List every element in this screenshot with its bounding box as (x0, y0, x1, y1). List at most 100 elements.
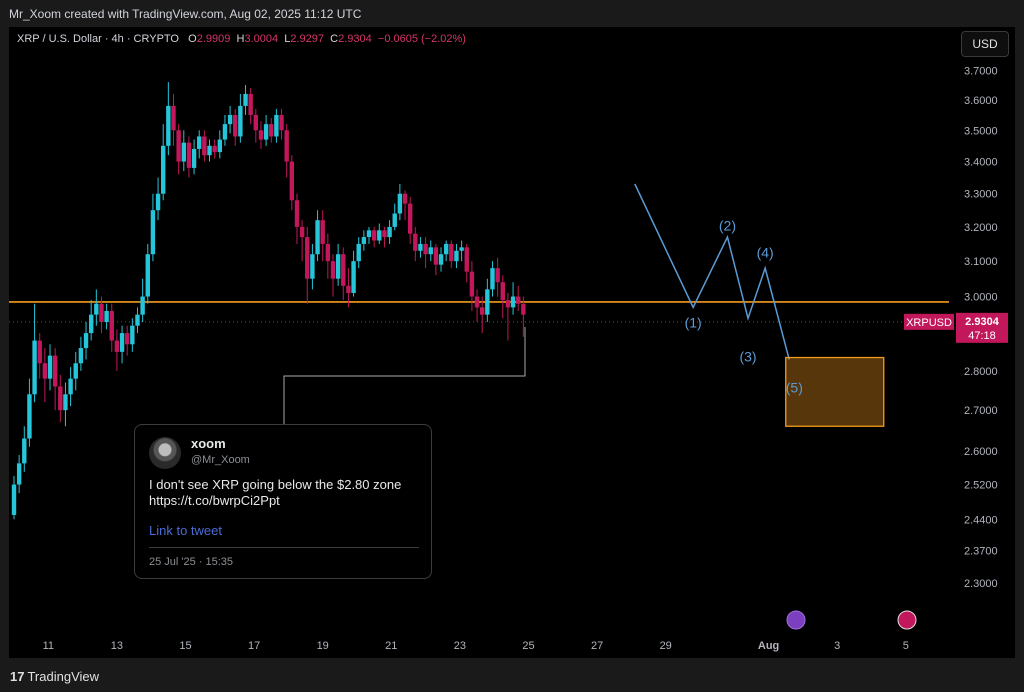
candle (11, 484, 17, 515)
candle (449, 243, 454, 262)
candle (114, 340, 120, 352)
candle (361, 237, 367, 244)
candle (289, 161, 295, 201)
candle (407, 203, 413, 234)
candle (438, 254, 444, 265)
candle (428, 247, 433, 255)
candle (418, 243, 423, 251)
candle (233, 114, 238, 137)
x-tick-label: 5 (903, 640, 909, 652)
x-tick-label: 23 (454, 640, 466, 652)
x-tick-label: 29 (660, 640, 672, 652)
candle (186, 142, 192, 168)
candle (346, 285, 351, 293)
y-tick-label: 2.6000 (964, 446, 998, 458)
candle (387, 226, 392, 238)
candle (202, 136, 207, 156)
candle (423, 243, 428, 255)
us-flag-event-icon[interactable] (897, 610, 917, 630)
candle (294, 200, 300, 227)
logo-text: TradingView (27, 669, 100, 684)
candle (243, 93, 248, 106)
x-tick-label: 17 (248, 640, 260, 652)
candle (171, 105, 176, 131)
y-tick-label: 2.4400 (964, 514, 998, 526)
candle (521, 303, 526, 315)
candle (454, 250, 459, 262)
wave-label: (1) (685, 315, 702, 331)
symbol-legend: XRP / U.S. Dollar · 4h · CRYPTO O2.9909 … (17, 33, 466, 45)
candle (166, 105, 171, 146)
x-tick-label: 15 (179, 640, 191, 652)
y-tick-label: 2.3000 (964, 578, 998, 590)
high-label: H (236, 33, 245, 45)
y-tick-label: 3.3000 (964, 189, 998, 201)
candle (310, 254, 315, 279)
candle (382, 230, 387, 238)
candle (191, 148, 197, 168)
y-tick-label: 2.7000 (964, 405, 998, 417)
y-tick-label: 3.7000 (964, 65, 998, 77)
candle (505, 300, 511, 308)
candle (263, 124, 269, 140)
candle (212, 145, 217, 153)
low-label: L (284, 33, 291, 45)
candle (155, 193, 161, 211)
wave-label: (2) (719, 217, 736, 233)
high-value: 3.0004 (244, 33, 279, 45)
candle (495, 268, 500, 283)
tweet-card: xoom @Mr_Xoom I don't see XRP going belo… (134, 424, 432, 579)
x-tick-label: 21 (385, 640, 397, 652)
candle (366, 230, 372, 238)
candlestick-chart[interactable]: 3.7000 3.6000 3.5000 3.4000 3.3000 3.2000 3.10… (9, 27, 1015, 658)
tweet-author-name: xoom (191, 436, 226, 451)
target-zone (785, 356, 885, 427)
candle (443, 243, 449, 255)
currency-button[interactable]: USD (961, 31, 1009, 57)
y-tick-label: 3.6000 (964, 95, 998, 107)
tweet-url[interactable]: https://t.co/bwrpCi2Ppt (149, 493, 280, 508)
candle (88, 314, 94, 334)
candle (351, 261, 356, 293)
candle (227, 114, 233, 125)
avatar (149, 437, 181, 469)
link-to-tweet[interactable]: Link to tweet (149, 523, 222, 538)
candle (222, 124, 228, 140)
x-tick-label: 27 (591, 640, 603, 652)
candle (305, 237, 310, 279)
low-value: 2.9297 (290, 33, 325, 45)
candle (140, 296, 145, 315)
candle (22, 438, 27, 464)
tweet-author-handle: @Mr_Xoom (191, 454, 250, 466)
elliott-wave-path (634, 183, 790, 360)
wave-label: (5) (786, 379, 803, 395)
candle (392, 213, 397, 227)
candle (217, 139, 222, 153)
last-price-label: 2.9304 (965, 316, 1000, 328)
top-bar: Mr_Xoom created with TradingView.com, Au… (0, 0, 1024, 28)
tradingview-logo[interactable]: 17 TradingView (10, 669, 99, 684)
candle (356, 243, 361, 262)
candle (397, 193, 403, 214)
candle (248, 93, 253, 115)
candle (279, 114, 284, 131)
chart-pane[interactable]: 3.7000 3.6000 3.5000 3.4000 3.3000 3.2000 3.10… (9, 27, 1015, 658)
symbol-price-tag (904, 313, 954, 330)
candle (371, 230, 377, 241)
candle (145, 254, 150, 297)
attribution-text: Mr_Xoom created with TradingView.com, Au… (9, 7, 362, 21)
candle (94, 303, 99, 315)
open-label: O (188, 33, 197, 45)
candle (274, 114, 279, 137)
candle (402, 193, 408, 204)
candle (130, 325, 135, 345)
candle (377, 230, 382, 241)
candle (197, 136, 202, 149)
candle (335, 254, 341, 279)
candle (413, 233, 418, 251)
candle (330, 261, 336, 279)
candle (479, 307, 485, 315)
lightning-event-icon[interactable] (786, 610, 806, 630)
close-value: 2.9304 (338, 33, 372, 45)
candle (37, 340, 42, 364)
